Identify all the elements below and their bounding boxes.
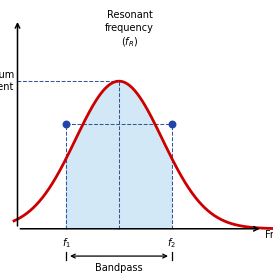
Text: Frequency: Frequency (265, 230, 273, 240)
Point (64, 122, 69, 127)
Text: Resonant
frequency
($f_R$): Resonant frequency ($f_R$) (105, 10, 154, 49)
Polygon shape (67, 81, 171, 229)
Text: $f_2$: $f_2$ (167, 236, 176, 250)
Text: Maximum
current: Maximum current (0, 70, 14, 92)
Text: $f_1$: $f_1$ (62, 236, 71, 250)
Text: Bandpass: Bandpass (95, 264, 143, 274)
Point (169, 122, 174, 127)
